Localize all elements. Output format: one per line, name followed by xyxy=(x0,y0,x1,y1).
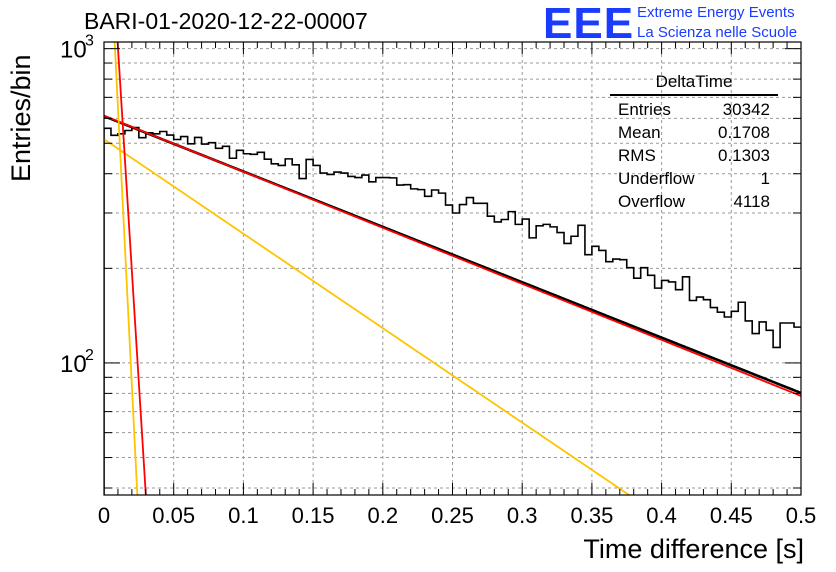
stats-row-rms: RMS 0.1303 xyxy=(610,144,778,167)
fit-curve-2 xyxy=(104,138,631,495)
eee-logo: EEE xyxy=(543,0,635,48)
x-tick-label: 0 xyxy=(98,503,110,528)
logo-line-1: Extreme Energy Events xyxy=(637,4,795,21)
stats-value: 4118 xyxy=(733,192,770,211)
x-tick-label: 0.1 xyxy=(228,503,259,528)
x-tick-label: 0.35 xyxy=(570,503,613,528)
fit-curve-4 xyxy=(116,42,147,495)
x-tick-label: 0.5 xyxy=(786,503,817,528)
y-tick-label: 10 xyxy=(60,37,87,64)
stats-label: RMS xyxy=(618,146,656,165)
stats-row-entries: Entries 30342 xyxy=(610,98,778,121)
y-axis-label: Entries/bin xyxy=(6,54,36,182)
stats-value: 0.1303 xyxy=(718,146,770,165)
stats-value: 1 xyxy=(760,169,770,188)
x-tick-label: 0.45 xyxy=(710,503,753,528)
x-tick-label: 0.4 xyxy=(646,503,677,528)
fit-curve-1 xyxy=(104,114,801,397)
x-tick-label: 0.05 xyxy=(152,503,195,528)
x-tick-label: 0.3 xyxy=(507,503,538,528)
stats-label: Entries xyxy=(618,100,671,119)
stats-value: 30342 xyxy=(722,100,770,119)
stats-label: Mean xyxy=(618,123,661,142)
x-tick-label: 0.25 xyxy=(431,503,474,528)
y-tick-exponent: 2 xyxy=(85,347,94,364)
stats-label: Underflow xyxy=(618,169,695,188)
x-tick-label: 0.2 xyxy=(368,503,399,528)
stats-row-underflow: Underflow 1 xyxy=(610,167,778,190)
logo-line-2: La Scienza nelle Scuole xyxy=(637,24,798,41)
stats-row-mean: Mean 0.1708 xyxy=(610,121,778,144)
histogram-steps xyxy=(104,126,801,495)
y-tick-exponent: 3 xyxy=(85,33,94,50)
x-tick-label: 0.15 xyxy=(292,503,335,528)
stats-label: Overflow xyxy=(618,192,686,211)
stats-box: DeltaTime Entries 30342 Mean 0.1708 RMS … xyxy=(610,72,778,213)
fit-curve-3 xyxy=(113,42,139,495)
stats-row-overflow: Overflow 4118 xyxy=(610,190,778,213)
stats-title: DeltaTime xyxy=(610,72,778,96)
x-axis-label: Time difference [s] xyxy=(583,534,804,564)
y-tick-label: 10 xyxy=(60,351,87,378)
plot-title: BARI-01-2020-12-22-00007 xyxy=(84,8,368,34)
stats-value: 0.1708 xyxy=(718,123,770,142)
